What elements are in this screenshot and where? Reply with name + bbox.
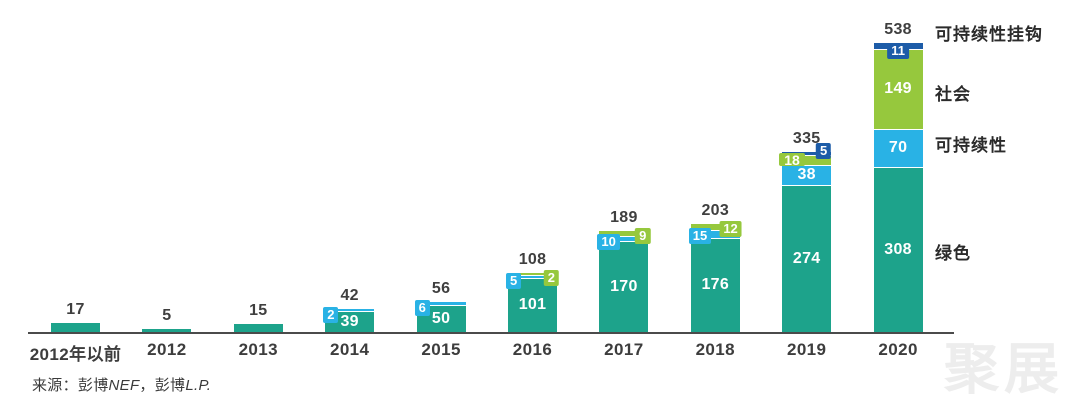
total-label: 15 <box>249 302 268 319</box>
total-label: 42 <box>340 287 359 304</box>
bar-segment-sustainability <box>690 230 740 238</box>
bar-segment-sustainability <box>508 275 557 278</box>
segment-value-tag: 11 <box>887 43 909 59</box>
bar-segment-green <box>873 167 923 332</box>
segment-value-tag: 18 <box>779 153 805 167</box>
source-prefix: 来源：彭博 <box>32 377 109 394</box>
bar-segment-social <box>873 49 923 129</box>
segment-value-tag: 12 <box>719 221 742 237</box>
segment-value-tag: 5 <box>506 273 522 289</box>
total-label: 189 <box>610 209 638 226</box>
bar-segment-green <box>782 185 832 332</box>
bar-segment-social <box>690 224 740 230</box>
x-axis-label: 2018 <box>695 340 735 359</box>
total-label: 56 <box>431 280 451 297</box>
x-axis-label: 2012 <box>147 340 187 359</box>
bar-segment-social <box>599 231 649 236</box>
segment-value-label: 308 <box>884 240 912 258</box>
x-axis-label: 2012年以前 <box>29 345 122 364</box>
bar-segment-green <box>142 329 192 332</box>
bar-segment-social <box>508 273 557 275</box>
segment-value-label: 101 <box>518 296 547 313</box>
segment-value-label: 50 <box>431 309 451 327</box>
total-label: 108 <box>518 251 547 268</box>
segment-value-label: 274 <box>792 249 821 267</box>
x-axis-label: 2017 <box>604 340 644 359</box>
x-axis-label: 2020 <box>878 340 918 359</box>
segment-value-label: 176 <box>701 276 730 293</box>
x-axis-label: 2015 <box>421 340 461 359</box>
bar-segment-sustainability <box>416 302 466 305</box>
segment-value-tag: 6 <box>414 300 430 316</box>
legend-item: 可持续性 <box>935 136 1007 155</box>
x-axis-line <box>28 332 954 334</box>
total-label: 335 <box>792 130 821 147</box>
segment-value-tag: 2 <box>323 307 339 323</box>
source-text: 来源：彭博NEF，彭博L.P. <box>32 374 211 395</box>
segment-value-label: 70 <box>888 139 908 156</box>
legend-item: 绿色 <box>935 244 971 263</box>
source-nef: NEF <box>108 377 140 394</box>
legend-item: 社会 <box>935 85 971 104</box>
bar-segment-sustainability <box>873 129 923 167</box>
bar-segment-sustainability <box>599 236 649 241</box>
x-axis-label: 2016 <box>512 340 553 359</box>
bar-segment-sustainability <box>325 309 375 311</box>
bar-segment-social <box>782 155 832 165</box>
segment-value-tag: 5 <box>815 143 832 159</box>
source-middle: ，彭博 <box>139 377 186 394</box>
bar-segment-green <box>233 324 283 332</box>
bar-segment-sustainability-linked <box>782 152 832 155</box>
x-axis-label: 2019 <box>786 340 827 359</box>
segment-value-label: 38 <box>797 166 816 183</box>
total-label: 203 <box>701 202 730 219</box>
total-label: 538 <box>884 21 912 38</box>
segment-value-tag: 2 <box>543 270 559 286</box>
segment-value-label: 149 <box>884 80 912 97</box>
segment-value-tag: 15 <box>688 228 712 244</box>
segment-value-label: 39 <box>340 312 359 330</box>
total-label: 17 <box>66 301 85 318</box>
x-axis-label: 2014 <box>329 340 370 359</box>
segment-value-tag: 10 <box>597 234 620 250</box>
x-axis-label: 2013 <box>238 340 278 359</box>
total-label: 5 <box>162 307 172 324</box>
bar-segment-green <box>599 241 649 332</box>
segment-value-tag: 9 <box>635 228 651 244</box>
bar-segment-sustainability <box>782 165 832 185</box>
source-lp: L.P. <box>185 377 212 394</box>
legend-item: 可持续性挂钩 <box>935 25 1043 44</box>
watermark: 聚展 <box>944 338 1065 400</box>
segment-value-label: 170 <box>610 277 638 295</box>
bar-segment-green <box>51 323 100 332</box>
bar-segment-green <box>690 238 740 332</box>
